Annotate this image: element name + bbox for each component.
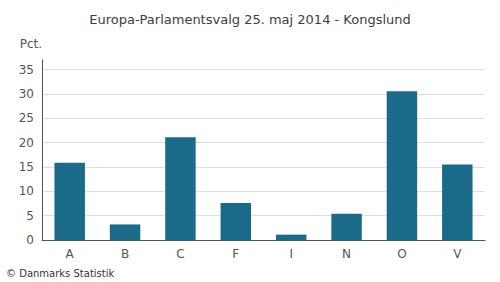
svg-text:N: N — [342, 247, 351, 261]
svg-text:10: 10 — [19, 184, 34, 198]
svg-text:B: B — [121, 247, 129, 261]
svg-text:A: A — [66, 247, 75, 261]
svg-text:C: C — [176, 247, 184, 261]
svg-text:0: 0 — [26, 233, 34, 247]
svg-text:Europa-Parlamentsvalg 25. maj: Europa-Parlamentsvalg 25. maj 2014 - Kon… — [89, 12, 411, 27]
svg-text:35: 35 — [19, 63, 34, 77]
svg-text:Pct.: Pct. — [20, 37, 42, 51]
svg-text:V: V — [453, 247, 462, 261]
svg-text:25: 25 — [19, 111, 34, 125]
svg-text:30: 30 — [19, 87, 34, 101]
svg-text:O: O — [397, 247, 406, 261]
svg-text:15: 15 — [19, 160, 34, 174]
svg-text:F: F — [232, 247, 239, 261]
svg-text:5: 5 — [26, 209, 34, 223]
svg-text:© Danmarks Statistik: © Danmarks Statistik — [6, 268, 115, 279]
svg-text:20: 20 — [19, 136, 34, 150]
svg-text:I: I — [289, 247, 293, 261]
